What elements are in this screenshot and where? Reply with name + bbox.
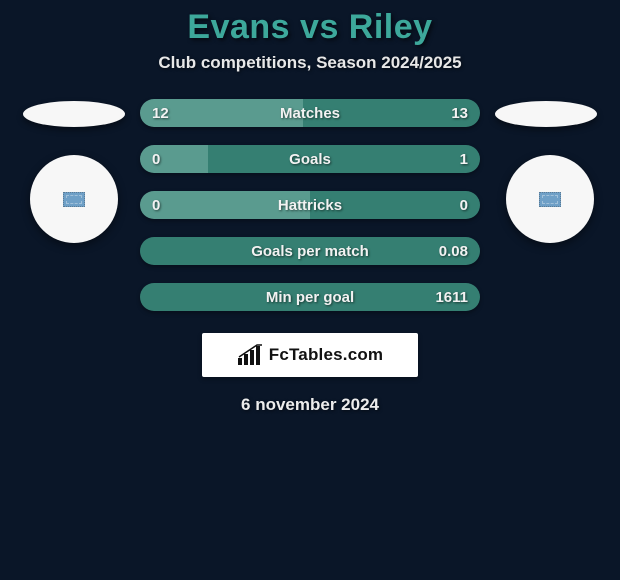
stat-bar: 1213Matches [140,99,480,127]
stat-label: Matches [140,99,480,127]
stat-label: Hattricks [140,191,480,219]
right-player-name-oval [495,101,597,127]
comparison-row: 1213Matches 01Goals 00Hattricks 0.08Goals p… [0,99,620,311]
stat-bar: 00Hattricks [140,191,480,219]
source-logo-text: FcTables.com [269,345,384,365]
left-player-col [22,99,126,243]
page-title: Evans vs Riley [187,8,432,47]
right-player-col [494,99,598,243]
right-player-avatar [506,155,594,243]
stat-bar: 01Goals [140,145,480,173]
subtitle: Club competitions, Season 2024/2025 [158,53,461,73]
left-player-avatar [30,155,118,243]
stat-label: Min per goal [140,283,480,311]
right-flag-icon [539,192,561,207]
date-text: 6 november 2024 [241,395,379,415]
stat-label: Goals per match [140,237,480,265]
stat-bar: 1611Min per goal [140,283,480,311]
left-flag-icon [63,192,85,207]
stat-label: Goals [140,145,480,173]
source-logo-card: FcTables.com [202,333,418,377]
stat-bar: 0.08Goals per match [140,237,480,265]
fctables-icon [237,344,263,366]
stats-list: 1213Matches 01Goals 00Hattricks 0.08Goals p… [140,99,480,311]
left-player-name-oval [23,101,125,127]
